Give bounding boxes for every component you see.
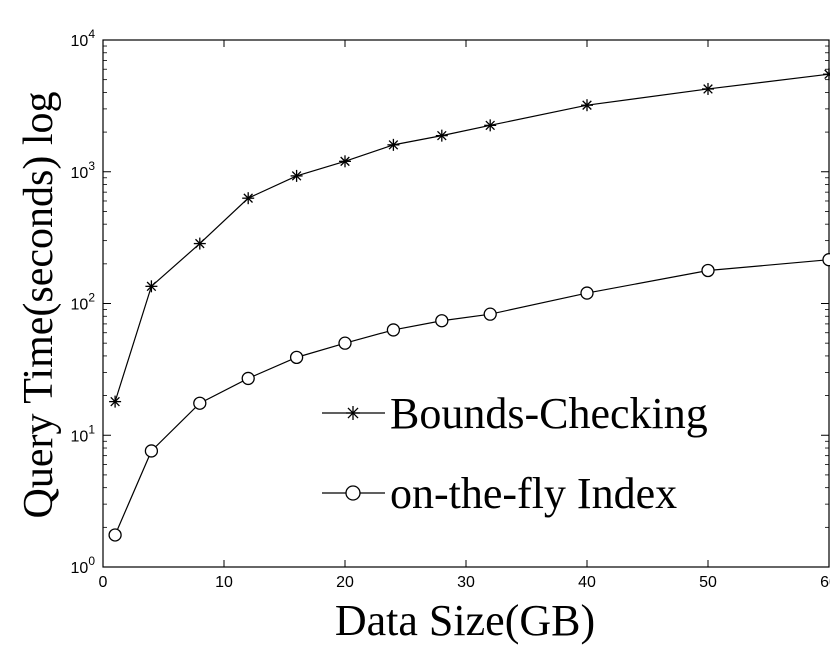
x-tick-label: 40 [578,574,596,591]
legend-marker [346,406,360,420]
x-tick-label: 0 [99,574,108,591]
data-point [290,169,303,182]
data-point [145,280,158,293]
data-point [581,99,593,112]
series-1 [108,253,830,542]
y-tick-label: 104 [71,27,96,50]
series-layer [108,68,830,542]
legend-label: Bounds-Checking [390,389,708,438]
y-axis-label: Query Time(seconds) log [16,92,62,519]
x-axis: 0 10 20 30 40 50 60 [99,40,830,591]
series-line [114,73,830,402]
data-point [484,119,497,132]
data-point [822,253,830,267]
x-tick-label: 10 [215,574,233,591]
data-point [339,155,351,168]
data-point [701,263,715,278]
legend-item: Bounds-Checking [322,389,708,438]
data-point [241,371,255,386]
data-point [823,68,830,81]
data-point [702,82,714,95]
y-tick-label: 103 [71,159,96,182]
legend-item: on-the-fly Index [322,469,677,518]
data-point [483,307,497,321]
data-point [109,395,122,408]
x-tick-label: 20 [336,574,354,591]
x-tick-label: 60 [820,574,830,591]
series-0 [109,68,830,408]
y-tick-label: 102 [71,291,96,314]
legend-marker [345,485,361,501]
data-point [193,396,207,410]
data-point [435,129,448,142]
data-point [144,444,159,458]
data-point [387,138,400,151]
data-point [193,237,206,250]
data-point [289,350,304,365]
y-tick-label: 101 [71,422,96,445]
data-point [580,286,594,300]
data-point [435,314,449,328]
data-point [386,323,401,337]
y-axis: 100 101 102 103 104 [71,27,829,577]
x-tick-label: 30 [457,574,475,591]
series-line [114,259,830,536]
x-axis-label: Data Size(GB) [335,596,595,645]
x-tick-label: 50 [699,574,717,591]
data-point [108,528,122,542]
data-point [338,336,352,350]
legend: Bounds-Checking on-the-fly Index [322,389,708,518]
y-tick-label: 100 [71,554,96,577]
data-point [242,192,255,205]
legend-label: on-the-fly Index [390,469,677,518]
